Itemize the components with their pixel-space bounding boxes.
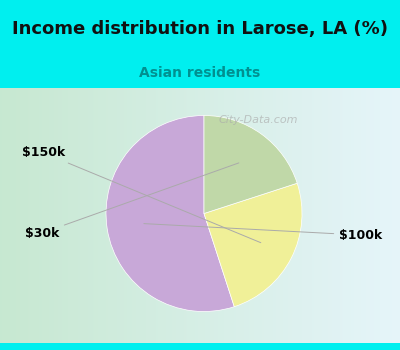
Wedge shape bbox=[106, 116, 234, 312]
Wedge shape bbox=[204, 183, 302, 307]
Text: Income distribution in Larose, LA (%): Income distribution in Larose, LA (%) bbox=[12, 20, 388, 38]
Text: $30k: $30k bbox=[24, 163, 239, 240]
Wedge shape bbox=[204, 116, 297, 214]
Text: City-Data.com: City-Data.com bbox=[218, 116, 298, 125]
Text: $100k: $100k bbox=[144, 224, 382, 241]
Text: Asian residents: Asian residents bbox=[139, 65, 261, 79]
Text: $150k: $150k bbox=[22, 146, 261, 243]
